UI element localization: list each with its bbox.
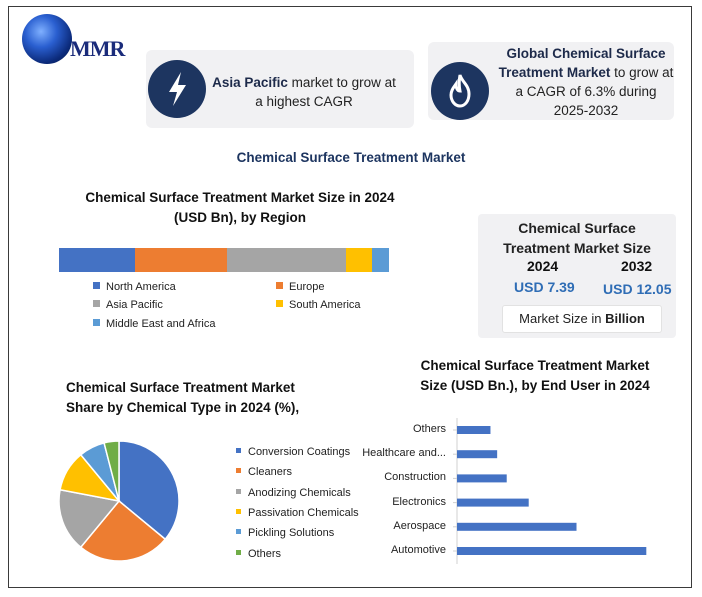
legend-label: Asia Pacific bbox=[106, 299, 163, 311]
market-size-title-line1: Chemical Surface bbox=[518, 220, 636, 236]
legend-label: Middle East and Africa bbox=[106, 318, 216, 330]
globe-logo-icon bbox=[22, 14, 72, 64]
bar-label-healthcare-and: Healthcare and... bbox=[362, 447, 446, 460]
legend-label: Conversion Coatings bbox=[248, 446, 351, 458]
region-legend-item: Asia Pacific bbox=[93, 299, 163, 311]
bar-label-automotive: Automotive bbox=[390, 544, 446, 556]
bar-automotive bbox=[457, 547, 647, 555]
legend-label: North America bbox=[106, 281, 176, 293]
year-2024-label: 2024 bbox=[527, 258, 559, 274]
legend-swatch bbox=[93, 300, 100, 307]
market-size-unit: Market Size in Billion bbox=[502, 305, 662, 333]
bar-label-others: Others bbox=[412, 423, 446, 435]
legend-swatch bbox=[236, 549, 241, 555]
bar-healthcare-and bbox=[457, 450, 498, 459]
pie-legend-item: Others bbox=[236, 548, 281, 560]
legend-swatch bbox=[236, 448, 241, 453]
pie-legend-item: Anodizing Chemicals bbox=[236, 487, 351, 499]
legend-label: Passivation Chemicals bbox=[248, 506, 359, 519]
region-segment-middle-east-and-africa bbox=[372, 248, 389, 272]
region-segment-south-america bbox=[346, 248, 373, 272]
main-title: Chemical Surface Treatment Market bbox=[236, 150, 466, 165]
legend-swatch bbox=[276, 282, 283, 289]
region-segment-asia-pacific bbox=[227, 248, 347, 272]
flame-icon bbox=[431, 62, 489, 120]
pie-chart-title: Chemical Surface Treatment Market Share … bbox=[66, 380, 300, 415]
end-user-bar-chart bbox=[453, 418, 647, 564]
logo-text: MMR bbox=[70, 36, 125, 61]
region-legend-item: South America bbox=[276, 299, 361, 311]
region-legend-item: Middle East and Africa bbox=[93, 318, 215, 330]
legend-label: Cleaners bbox=[248, 466, 293, 479]
legend-swatch bbox=[93, 319, 100, 326]
legend-label: Others bbox=[248, 547, 282, 560]
value-2024: USD 7.39 bbox=[514, 279, 575, 295]
legend-swatch bbox=[236, 508, 241, 514]
year-2032-label: 2032 bbox=[621, 258, 653, 274]
pie-slice-others bbox=[103, 440, 120, 502]
region-legend-item: Europe bbox=[276, 281, 324, 293]
region-stacked-bar bbox=[59, 248, 389, 272]
region-chart-title: Chemical Surface Treatment Market Size i… bbox=[85, 190, 395, 225]
pie-legend-item: Passivation Chemicals bbox=[236, 507, 359, 519]
market-size-title-line2: Treatment Market Size bbox=[503, 240, 651, 256]
pie-slice-cleaners bbox=[79, 499, 167, 562]
bar-label-aerospace: Aerospace bbox=[393, 519, 446, 532]
bar-electronics bbox=[457, 498, 529, 507]
legend-swatch bbox=[236, 468, 241, 474]
bar-construction bbox=[457, 474, 507, 483]
legend-swatch bbox=[236, 488, 241, 494]
chemical-type-pie-chart bbox=[58, 440, 180, 562]
legend-swatch bbox=[276, 300, 283, 307]
pie-slice-conversion-coatings bbox=[118, 440, 180, 541]
pie-legend-item: Conversion Coatings bbox=[236, 446, 350, 458]
legend-label: Europe bbox=[289, 281, 325, 293]
bar-label-electronics: Electronics bbox=[392, 495, 446, 508]
legend-swatch bbox=[236, 529, 241, 535]
region-legend-item: North America bbox=[93, 281, 176, 293]
lightning-icon bbox=[148, 60, 206, 118]
asia-pacific-card-text: Asia Pacific market to grow at a highest… bbox=[212, 75, 396, 109]
legend-label: South America bbox=[289, 299, 361, 311]
bar-others bbox=[457, 426, 491, 434]
cagr-card-text: Global Chemical Surface Treatment Market… bbox=[498, 46, 674, 118]
end-user-chart-title: Chemical Surface Treatment Market Size (… bbox=[420, 358, 650, 393]
bar-aerospace bbox=[457, 522, 577, 531]
region-segment-north-america bbox=[59, 248, 135, 272]
legend-label: Pickling Solutions bbox=[248, 527, 335, 540]
legend-swatch bbox=[93, 282, 100, 289]
region-segment-europe bbox=[134, 248, 228, 272]
bar-label-construction: Construction bbox=[384, 471, 446, 484]
legend-label: Anodizing Chemicals bbox=[248, 486, 351, 499]
value-2032: USD 12.05 bbox=[603, 281, 672, 297]
pie-legend-item: Cleaners bbox=[236, 466, 292, 478]
pie-legend-item: Pickling Solutions bbox=[236, 527, 334, 539]
pie-slice-anodizing-chemicals bbox=[58, 488, 121, 549]
